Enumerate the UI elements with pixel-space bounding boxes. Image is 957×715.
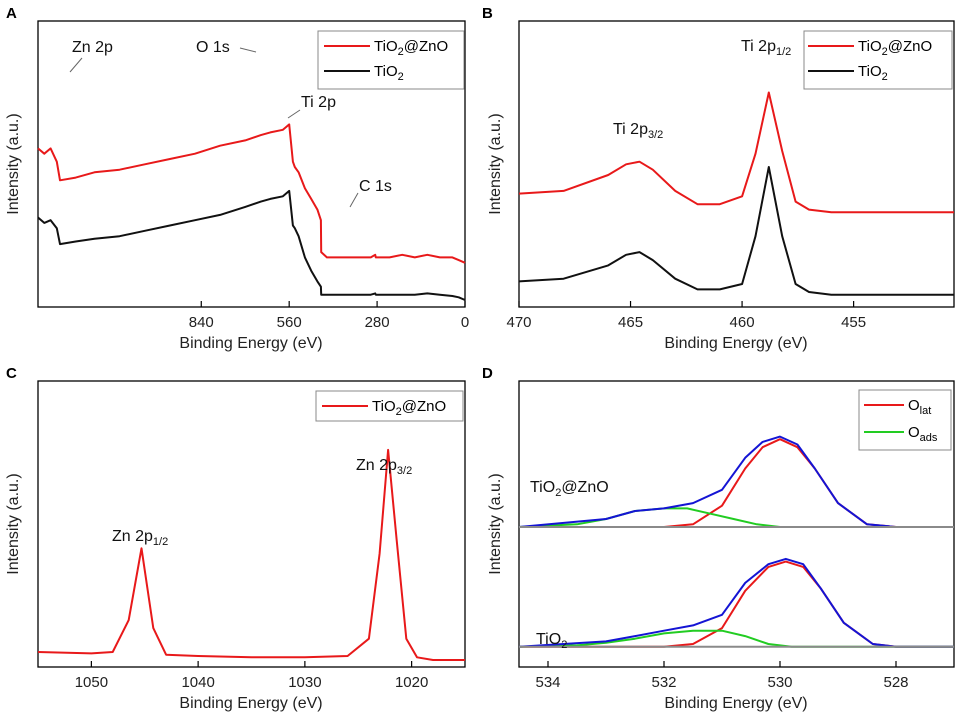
legend-label-tio2-a: TiO2 (374, 63, 404, 83)
plot-frame-b (518, 20, 955, 308)
series-group-b (518, 91, 954, 296)
annotation-zn2p: Zn 2p (72, 39, 113, 56)
legend-label-oads: Oads (908, 424, 938, 444)
annotation-o1s: O 1s (196, 39, 230, 56)
annotation-ti2p32: Ti 2p3/2 (613, 121, 663, 141)
x-tick-label-d-3: 528 (883, 674, 908, 691)
y-axis-label-a: Intensity (a.u.) (5, 113, 22, 214)
x-tick-label-a-2: 280 (365, 314, 390, 331)
annotation-zn2p32: Zn 2p3/2 (356, 457, 412, 477)
legend-b: TiO2@ZnO TiO2 (803, 30, 953, 90)
annotation-ti2p12: Ti 2p1/2 (741, 38, 791, 58)
annotation-tio2-zno-d: TiO2@ZnO (530, 479, 609, 499)
plot-frame-d (518, 380, 955, 668)
legend-a: TiO2@ZnO TiO2 (317, 30, 465, 90)
x-ticks-d: 534 532 530 528 (535, 661, 909, 691)
series-line-b-0 (518, 91, 954, 214)
series-group-c (37, 448, 465, 661)
x-axis-label-b: Binding Energy (eV) (664, 335, 807, 352)
series-line-a-0 (37, 123, 466, 264)
annotation-ti2p: Ti 2p (301, 94, 336, 111)
x-tick-label-a-3: 0 (461, 314, 469, 331)
annotation-arrow-zn2p (69, 57, 83, 73)
series-line-d-4 (518, 435, 954, 528)
panel-label-c: C (6, 365, 17, 382)
y-axis-label-d: Intensity (a.u.) (487, 473, 504, 574)
legend-d: Olat Oads (858, 389, 952, 451)
series-line-d-1 (518, 507, 954, 528)
series-group-a (37, 123, 466, 301)
x-tick-label-b-1: 465 (618, 314, 643, 331)
annotation-c1s: C 1s (359, 178, 392, 195)
series-line-d-5 (518, 557, 954, 648)
legend-label-olat: Olat (908, 397, 931, 417)
x-tick-label-d-0: 534 (535, 674, 560, 691)
x-tick-label-c-1: 1040 (181, 674, 214, 691)
x-ticks-b: 470 465 460 455 (506, 301, 866, 331)
series-group-d (518, 435, 954, 648)
panel-a: A 840 560 280 0 Binding Energy (eV) Intensi… (5, 5, 469, 352)
x-ticks-a: 840 560 280 0 (189, 301, 469, 331)
x-tick-label-c-2: 1030 (288, 674, 321, 691)
plot-frame-a (37, 20, 466, 308)
x-tick-label-a-0: 840 (189, 314, 214, 331)
panel-d: D 534 532 530 528 Binding Energy (eV) Inten… (482, 365, 955, 712)
series-line-c-0 (37, 448, 465, 661)
legend-label-tio2-b: TiO2 (858, 63, 888, 83)
x-axis-label-a: Binding Energy (eV) (179, 335, 322, 352)
panel-label-d: D (482, 365, 493, 382)
legend-box-b (803, 30, 953, 90)
x-tick-label-a-1: 560 (277, 314, 302, 331)
x-axis-label-d: Binding Energy (eV) (664, 695, 807, 712)
series-line-b-1 (518, 166, 954, 296)
plot-frame-c (37, 380, 466, 668)
legend-label-tio2-zno-c: TiO2@ZnO (372, 398, 446, 418)
x-tick-label-c-3: 1020 (395, 674, 428, 691)
annotation-arrow-c1s (349, 192, 359, 208)
panel-c: C 1050 1040 1030 1020 Binding Energy (eV) I… (5, 365, 466, 712)
series-line-a-1 (37, 189, 466, 301)
annotation-arrow-ti2p (287, 109, 301, 119)
x-tick-label-d-2: 530 (767, 674, 792, 691)
annotation-arrow-o1s (239, 47, 257, 53)
annotation-zn2p12: Zn 2p1/2 (112, 528, 168, 548)
legend-c: TiO2@ZnO (315, 390, 464, 422)
series-line-d-3 (518, 629, 954, 648)
panel-b: B 470 465 460 455 Binding Energy (eV) Inten… (482, 5, 955, 352)
panel-label-a: A (6, 5, 17, 22)
x-tick-label-d-1: 532 (651, 674, 676, 691)
y-axis-label-b: Intensity (a.u.) (487, 113, 504, 214)
x-tick-label-c-0: 1050 (75, 674, 108, 691)
legend-label-tio2-zno-a: TiO2@ZnO (374, 38, 448, 58)
x-tick-label-b-0: 470 (506, 314, 531, 331)
legend-label-tio2-zno-b: TiO2@ZnO (858, 38, 932, 58)
y-axis-label-c: Intensity (a.u.) (5, 473, 22, 574)
x-tick-label-b-3: 455 (841, 314, 866, 331)
legend-box-d (858, 389, 952, 451)
legend-box-a (317, 30, 465, 90)
panel-label-b: B (482, 5, 493, 22)
x-tick-label-b-2: 460 (730, 314, 755, 331)
x-axis-label-c: Binding Energy (eV) (179, 695, 322, 712)
annotation-tio2-d: TiO2 (536, 631, 567, 651)
x-ticks-c: 1050 1040 1030 1020 (75, 661, 428, 691)
